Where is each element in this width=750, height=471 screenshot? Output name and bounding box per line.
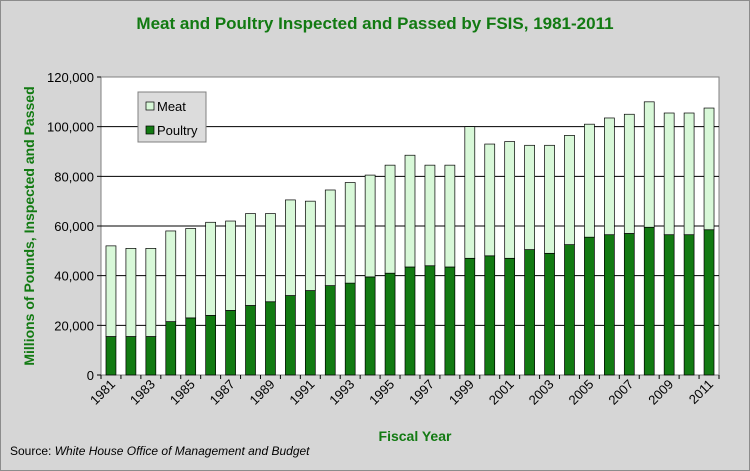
bar-meat-1986 <box>205 221 216 316</box>
bar-meat-1990 <box>285 199 296 296</box>
bar-meat-2011 <box>703 107 715 231</box>
y-tick-label: 120,000 <box>47 70 94 85</box>
bar-poultry-1989 <box>265 301 276 376</box>
bar-poultry-2003 <box>544 252 555 376</box>
bar-poultry-1990 <box>285 295 296 376</box>
bar-poultry-1983 <box>145 336 157 376</box>
bar-meat-1991 <box>304 200 316 291</box>
y-tick-label: 100,000 <box>47 120 94 135</box>
bar-poultry-1999 <box>464 257 476 376</box>
bar-poultry-2008 <box>643 226 655 376</box>
bar-poultry-1987 <box>225 310 236 376</box>
legend-label-meat: Meat <box>157 99 186 114</box>
x-tick-label: 1985 <box>167 377 198 408</box>
x-tick-label: 2007 <box>605 377 636 408</box>
bar-poultry-2011 <box>703 229 715 376</box>
bar-meat-1989 <box>265 213 276 303</box>
bar-meat-2003 <box>544 144 555 254</box>
bar-meat-1981 <box>105 245 117 337</box>
source-label: Source: <box>10 444 55 458</box>
x-axis-title: Fiscal Year <box>379 428 452 444</box>
y-axis-title: Millions of Pounds, Inspected and Passed <box>21 86 37 365</box>
y-tick-label: 60,000 <box>54 219 94 234</box>
bar-poultry-2002 <box>524 249 535 376</box>
x-tick-label: 1993 <box>326 377 357 408</box>
x-tick-label: 1997 <box>406 377 437 408</box>
bar-poultry-2001 <box>504 257 516 376</box>
x-tick-label: 2005 <box>565 377 596 408</box>
bar-meat-1999 <box>464 126 476 259</box>
x-tick-label: 1995 <box>366 377 397 408</box>
bar-meat-2000 <box>484 143 496 257</box>
bar-poultry-1996 <box>404 266 416 376</box>
bar-meat-2009 <box>663 112 675 236</box>
bar-poultry-2007 <box>623 233 635 376</box>
bar-meat-1994 <box>364 174 376 278</box>
bar-meat-1993 <box>344 182 356 284</box>
y-tick-label: 0 <box>87 368 94 383</box>
bar-meat-1995 <box>384 164 396 274</box>
bar-poultry-1997 <box>424 265 436 376</box>
bar-meat-1984 <box>165 230 177 322</box>
bar-poultry-2009 <box>663 234 675 376</box>
x-tick-label: 2011 <box>686 377 716 407</box>
y-tick-label: 80,000 <box>54 169 94 184</box>
x-tick-label: 1983 <box>127 377 158 408</box>
y-tick-label: 40,000 <box>54 269 94 284</box>
legend-swatch-poultry <box>145 125 155 135</box>
source-note: Source: White House Office of Management… <box>10 444 310 458</box>
bar-poultry-1986 <box>205 315 216 376</box>
bar-meat-1996 <box>404 154 416 268</box>
bar-poultry-1995 <box>384 272 396 376</box>
bar-poultry-1993 <box>344 282 356 376</box>
bar-meat-1992 <box>324 189 336 286</box>
x-tick-label: 2001 <box>486 377 517 408</box>
bar-meat-2001 <box>504 141 516 259</box>
bar-poultry-2005 <box>584 236 595 376</box>
bar-meat-2007 <box>623 113 635 234</box>
bar-poultry-1998 <box>444 266 456 376</box>
x-tick-label: 2003 <box>526 377 557 408</box>
bar-meat-2010 <box>683 112 695 236</box>
bar-meat-2008 <box>643 101 655 228</box>
bar-meat-1998 <box>444 164 456 268</box>
bar-poultry-2000 <box>484 255 496 376</box>
x-tick-label: 1989 <box>247 377 278 408</box>
bar-meat-1988 <box>245 213 256 306</box>
bar-poultry-1981 <box>105 336 117 376</box>
bar-poultry-2004 <box>564 244 575 376</box>
source-text: White House Office of Management and Bud… <box>54 444 310 458</box>
x-tick-label: 1999 <box>446 377 477 408</box>
bar-poultry-2006 <box>604 234 615 376</box>
x-tick-label: 1987 <box>207 377 238 408</box>
legend-swatch-meat <box>145 101 155 111</box>
bar-poultry-1991 <box>304 290 316 376</box>
y-tick-label: 20,000 <box>54 318 94 333</box>
bar-meat-1987 <box>225 220 236 311</box>
bar-meat-2002 <box>524 144 535 250</box>
bar-meat-2004 <box>564 135 575 245</box>
bar-poultry-1988 <box>245 305 256 376</box>
bar-poultry-1985 <box>185 317 197 376</box>
x-tick-label: 1991 <box>286 377 317 408</box>
bar-meat-1983 <box>145 248 157 337</box>
bar-poultry-1994 <box>364 276 376 376</box>
bar-poultry-1992 <box>324 285 336 376</box>
bar-meat-1997 <box>424 164 436 267</box>
bar-meat-2006 <box>604 117 615 236</box>
bar-meat-1985 <box>185 228 197 319</box>
bar-meat-2005 <box>584 123 595 238</box>
chart-title: Meat and Poultry Inspected and Passed by… <box>136 14 614 33</box>
bar-poultry-1982 <box>125 336 137 376</box>
bar-poultry-2010 <box>683 234 695 376</box>
bar-meat-1982 <box>125 248 137 337</box>
bar-poultry-1984 <box>165 321 177 376</box>
legend-label-poultry: Poultry <box>157 123 198 138</box>
x-tick-label: 2009 <box>645 377 676 408</box>
